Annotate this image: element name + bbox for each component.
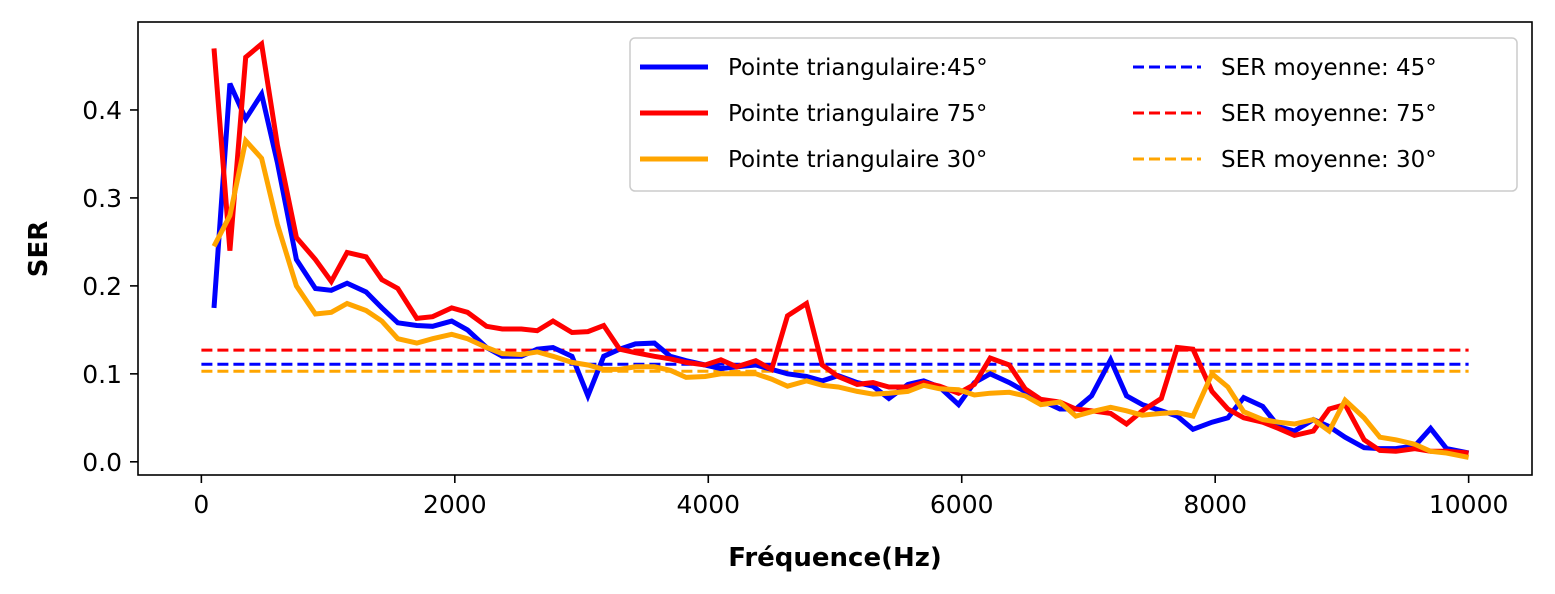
x-axis-title: Fréquence(Hz) bbox=[728, 543, 942, 573]
y-tick-label: 0.2 bbox=[82, 272, 122, 301]
y-tick-label: 0.4 bbox=[82, 96, 122, 125]
legend-label: SER moyenne: 75° bbox=[1221, 101, 1437, 127]
y-tick-label: 0.3 bbox=[82, 184, 122, 213]
y-axis: 0.0 0.1 0.2 0.3 0.4 bbox=[82, 96, 138, 477]
legend-label: SER moyenne: 45° bbox=[1221, 55, 1437, 81]
legend-label: Pointe triangulaire 30° bbox=[728, 147, 987, 173]
legend-label: Pointe triangulaire 75° bbox=[728, 101, 987, 127]
x-tick-label: 2000 bbox=[423, 490, 487, 519]
x-tick-label: 4000 bbox=[676, 490, 740, 519]
series-line-pointe-triangulaire-30 bbox=[211, 135, 1470, 460]
legend-box bbox=[629, 37, 1518, 192]
x-tick-label: 6000 bbox=[930, 490, 994, 519]
legend: Pointe triangulaire:45° Pointe triangulai… bbox=[629, 37, 1518, 192]
y-tick-label: 0.0 bbox=[82, 448, 122, 477]
y-tick-label: 0.1 bbox=[82, 360, 122, 389]
series-line-pointe-triangulaire-75 bbox=[211, 39, 1469, 456]
plot-frame bbox=[137, 21, 1533, 476]
x-tick-label: 8000 bbox=[1183, 490, 1247, 519]
x-axis: 0 2000 4000 6000 8000 10000 bbox=[193, 475, 1508, 519]
y-axis-title: SER bbox=[24, 221, 54, 278]
x-tick-label: 0 bbox=[193, 490, 209, 519]
x-tick-label: 10000 bbox=[1429, 490, 1509, 519]
legend-label: Pointe triangulaire:45° bbox=[728, 55, 988, 81]
legend-label: SER moyenne: 30° bbox=[1221, 147, 1437, 173]
series-layer bbox=[201, 39, 1470, 460]
